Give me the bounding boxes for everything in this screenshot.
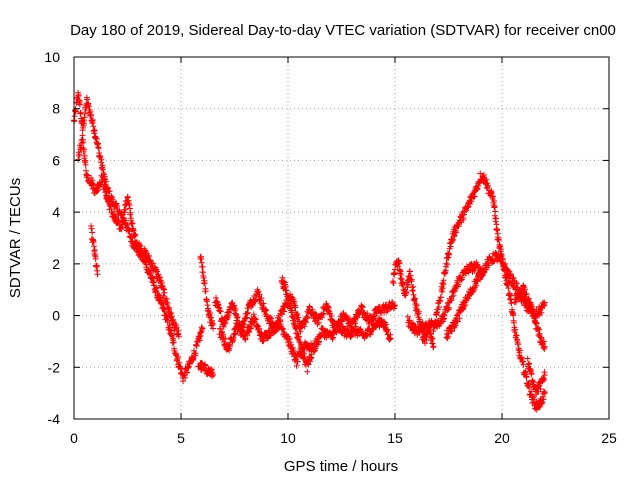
chart-title: Day 180 of 2019, Sidereal Day-to-day VTE… xyxy=(70,22,616,39)
y-tick-label: -4 xyxy=(48,411,61,427)
y-tick-label: 4 xyxy=(52,204,60,220)
x-tick-label: 0 xyxy=(70,430,78,446)
y-tick-label: 0 xyxy=(52,308,60,324)
grid xyxy=(74,57,609,419)
y-tick-label: 8 xyxy=(52,101,60,117)
y-tick-label: 10 xyxy=(44,49,60,65)
x-tick-label: 25 xyxy=(601,430,617,446)
x-tick-label: 15 xyxy=(387,430,403,446)
x-tick-label: 10 xyxy=(280,430,296,446)
y-axis-label: SDTVAR / TECUs xyxy=(7,178,24,298)
x-axis-label: GPS time / hours xyxy=(284,458,398,475)
x-tick-label: 5 xyxy=(177,430,185,446)
y-tick-label: -2 xyxy=(48,359,61,375)
y-tick-label: 2 xyxy=(52,256,60,272)
y-tick-label: 6 xyxy=(52,152,60,168)
plot-frame xyxy=(73,56,610,420)
x-tick-label: 20 xyxy=(494,430,510,446)
